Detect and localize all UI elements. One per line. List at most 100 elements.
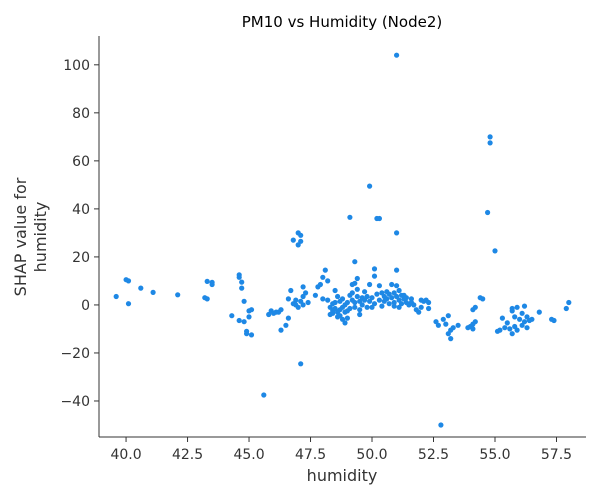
scatter-point — [248, 307, 255, 313]
scatter-point — [374, 291, 380, 297]
scatter-point — [344, 315, 350, 321]
chart-title: PM10 vs Humidity (Node2) — [242, 13, 442, 31]
scatter-point — [357, 307, 363, 313]
scatter-point — [517, 316, 523, 322]
y-ticks: −40 −20 0 20 40 60 80 100 — [60, 58, 99, 410]
scatter-point — [303, 290, 309, 296]
scatter-point — [504, 320, 510, 326]
scatter-point — [371, 301, 378, 307]
scatter-point — [394, 52, 400, 58]
scatter-point — [347, 214, 353, 220]
scatter-point — [426, 299, 432, 306]
scatter-point — [445, 313, 451, 319]
scatter-point — [344, 299, 350, 306]
scatter-point — [443, 321, 449, 327]
scatter-point — [325, 297, 331, 303]
scatter-point — [408, 296, 414, 302]
scatter-point — [364, 304, 370, 310]
y-tick-label: 0 — [81, 298, 90, 314]
scatter-point — [339, 296, 346, 302]
scatter-point — [236, 274, 242, 280]
scatter-point — [150, 289, 156, 295]
scatter-point — [403, 295, 409, 301]
scatter-point — [376, 283, 382, 289]
y-tick-label: −20 — [60, 346, 90, 362]
scatter-point — [125, 278, 132, 284]
scatter-point — [125, 301, 132, 307]
scatter-point — [332, 287, 338, 294]
scatter-point — [300, 302, 306, 308]
scatter-point — [285, 296, 291, 302]
scatter-point — [487, 140, 493, 146]
scatter-point — [480, 296, 486, 302]
scatter-point — [485, 209, 491, 216]
scatter-point — [312, 292, 318, 298]
scatter-point — [278, 307, 284, 313]
scatter-point — [285, 315, 291, 321]
y-tick-label: 20 — [72, 250, 90, 266]
scatter-point — [352, 280, 358, 286]
scatter-point — [394, 283, 400, 289]
scatter-point — [354, 275, 360, 282]
y-tick-label: 60 — [72, 154, 90, 170]
scatter-point — [472, 304, 478, 310]
scatter-point — [455, 322, 461, 328]
scatter-point — [391, 303, 397, 309]
scatter-point — [320, 274, 326, 280]
scatter-point — [113, 293, 119, 300]
scatter-point — [352, 259, 358, 265]
scatter-point — [536, 309, 542, 315]
scatter-point — [354, 293, 360, 300]
scatter-point — [288, 287, 294, 294]
scatter-point — [386, 301, 392, 307]
y-tick-label: 100 — [63, 58, 90, 74]
scatter-point — [352, 304, 358, 310]
y-tick-label: 80 — [72, 106, 90, 122]
scatter-point — [448, 336, 454, 342]
scatter-point — [376, 215, 382, 222]
scatter-point — [290, 237, 296, 243]
scatter-point — [389, 295, 395, 301]
scatter-point — [239, 279, 245, 285]
y-axis-title-line-1: SHAP value for — [11, 177, 30, 296]
x-tick-label: 57.5 — [541, 447, 572, 463]
scatter-point — [241, 319, 247, 325]
scatter-point — [293, 297, 299, 303]
scatter-point — [502, 325, 508, 331]
scatter-point — [295, 304, 301, 310]
scatter-point — [175, 292, 181, 298]
scatter-point — [384, 296, 390, 302]
scatter-point — [283, 322, 289, 328]
scatter-point — [514, 327, 520, 333]
scatter-point — [347, 305, 353, 312]
scatter-point — [359, 302, 365, 308]
y-axis-title-group: SHAP value for humidity — [11, 177, 50, 296]
scatter-point — [371, 273, 378, 279]
scatter-point — [335, 293, 341, 300]
scatter-point — [472, 319, 478, 325]
scatter-point — [244, 331, 250, 337]
scatter-point — [507, 326, 513, 332]
scatter-point — [357, 311, 363, 318]
scatter-point — [349, 290, 355, 296]
scatter-point — [278, 327, 284, 333]
scatter-point — [394, 230, 400, 236]
scatter-point — [332, 299, 338, 306]
scatter-point — [229, 313, 235, 319]
scatter-point — [305, 299, 311, 306]
scatter-point — [521, 319, 528, 325]
x-axis-title: humidity — [307, 466, 378, 485]
scatter-point — [239, 285, 245, 291]
x-tick-label: 55.0 — [479, 447, 510, 463]
scatter-point — [470, 326, 476, 332]
scatter-point — [509, 308, 515, 314]
scatter-point — [416, 309, 422, 315]
scatter-point — [354, 286, 360, 292]
y-tick-label: −40 — [60, 394, 90, 410]
scatter-point — [521, 303, 528, 309]
x-tick-label: 47.5 — [295, 447, 326, 463]
scatter-point — [497, 327, 503, 333]
scatter-point — [367, 281, 373, 288]
scatter-point — [487, 134, 493, 140]
